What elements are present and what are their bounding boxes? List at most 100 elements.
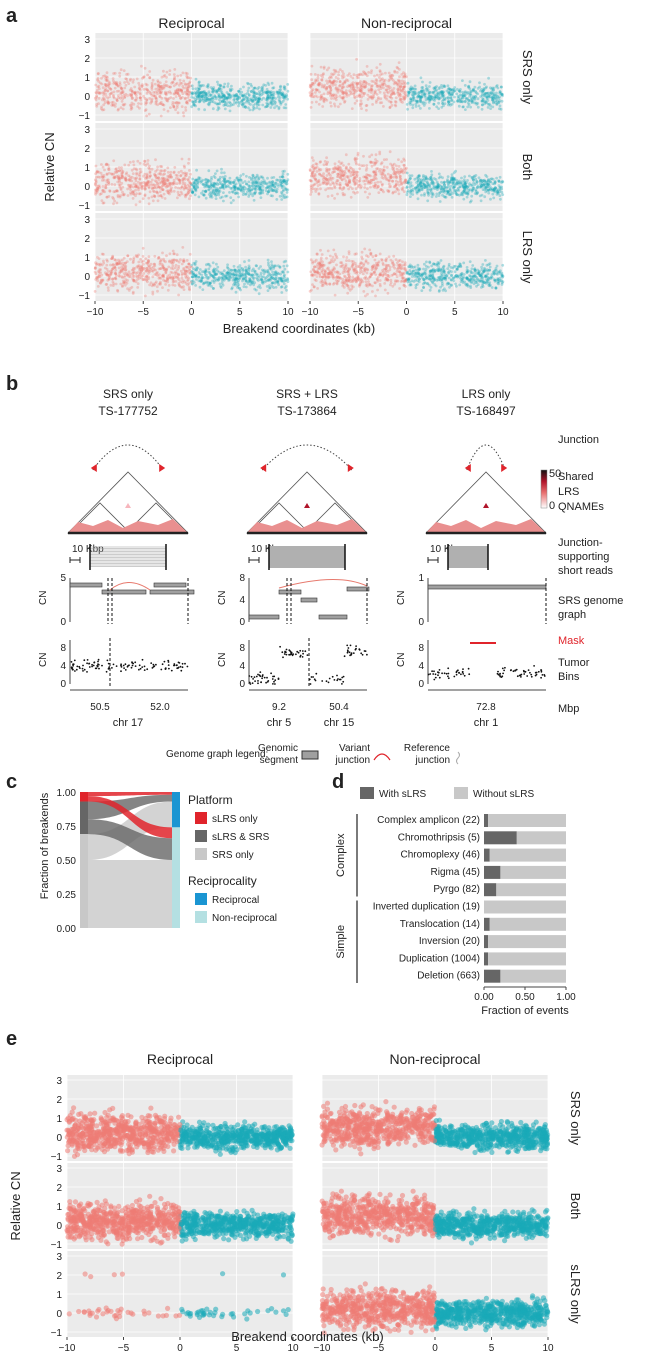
scatter-point [402,190,406,194]
scatter-point [394,96,398,100]
scatter-point [158,190,162,194]
scatter-point [152,91,156,94]
scatter-point [332,68,336,72]
scatter-point [497,100,501,104]
scatter-point [120,100,124,103]
scatter-point [234,192,238,195]
scatter-point [378,101,382,105]
scatter-point [437,87,441,91]
scatter-point [147,185,151,189]
scatter-point [226,272,230,275]
scatter-point [269,90,273,94]
scatter-point [495,103,499,106]
scatter-point [485,263,489,267]
scatter-point [281,96,285,99]
scatter-point [205,281,209,285]
scatter-point [153,254,157,258]
scatter-point [268,96,271,100]
scatter-point [441,102,445,105]
scatter-point [259,175,263,179]
scatter-point [162,85,166,89]
scatter-point [104,94,108,98]
scatter-point [443,185,447,189]
scatter-point [376,288,379,292]
scatter-point [203,98,207,102]
scatter-point [278,100,282,104]
scatter-point [102,103,106,107]
scatter-point [104,76,108,80]
scatter-point [247,94,251,97]
scatter-point [442,98,445,101]
scatter-point [395,175,398,179]
scatter-point [335,95,339,98]
scatter-point [411,95,415,98]
scatter-point [447,193,451,197]
scatter-point [95,89,99,92]
scatter-point [322,92,326,96]
scatter-point [223,82,227,86]
scatter-point [222,94,226,98]
scatter-point [145,88,149,92]
scatter-point [194,94,198,98]
scatter-point [220,92,224,96]
scatter-point [312,95,316,99]
scatter-point [313,182,317,186]
scatter-point [229,180,233,184]
scatter-point [345,259,348,262]
scatter-point [335,179,339,182]
scatter-point [102,201,106,205]
scatter-point [278,96,282,99]
scatter-point [172,104,176,108]
scatter-point [352,92,356,96]
scatter-point [233,100,237,104]
scatter-point [253,98,256,102]
scatter-point [166,288,170,292]
scatter-point [203,108,207,112]
scatter-point [467,103,471,107]
scatter-point [194,187,197,191]
scatter-point [157,172,161,176]
scatter-point [237,102,241,106]
scatter-point [332,167,336,171]
scatter-point [244,105,248,109]
scatter-point [115,83,118,87]
scatter-point [138,192,142,196]
scatter-point [325,79,328,83]
scatter-point [222,85,226,89]
scatter-point [148,90,152,94]
scatter-point [387,87,391,91]
scatter-point [126,194,130,197]
scatter-point [173,166,177,169]
scatter-point [147,277,151,280]
scatter-point [207,185,211,188]
scatter-point [279,102,283,106]
scatter-point [114,268,118,272]
scatter-point [172,280,176,283]
scatter-point [129,87,133,90]
scatter-point [495,193,499,196]
scatter-point [158,95,162,99]
scatter-point [97,102,100,106]
scatter-point [113,258,117,261]
scatter-point [210,177,213,181]
scatter-point [147,202,151,206]
scatter-point [471,264,475,267]
scatter-point [419,107,422,110]
scatter-point [200,95,204,98]
scatter-point [333,102,336,106]
scatter-point [138,171,142,175]
scatter-point [374,294,377,298]
scatter-point [278,91,282,94]
scatter-point [174,89,177,93]
scatter-point [321,105,325,108]
scatter-point [130,92,134,96]
scatter-point [222,85,226,89]
scatter-point [272,95,276,98]
scatter-point [252,179,256,183]
scatter-point [373,74,376,78]
scatter-point [376,184,380,188]
scatter-point [278,265,282,269]
scatter-point [249,98,253,102]
scatter-point [380,161,384,165]
scatter-point [342,177,346,181]
